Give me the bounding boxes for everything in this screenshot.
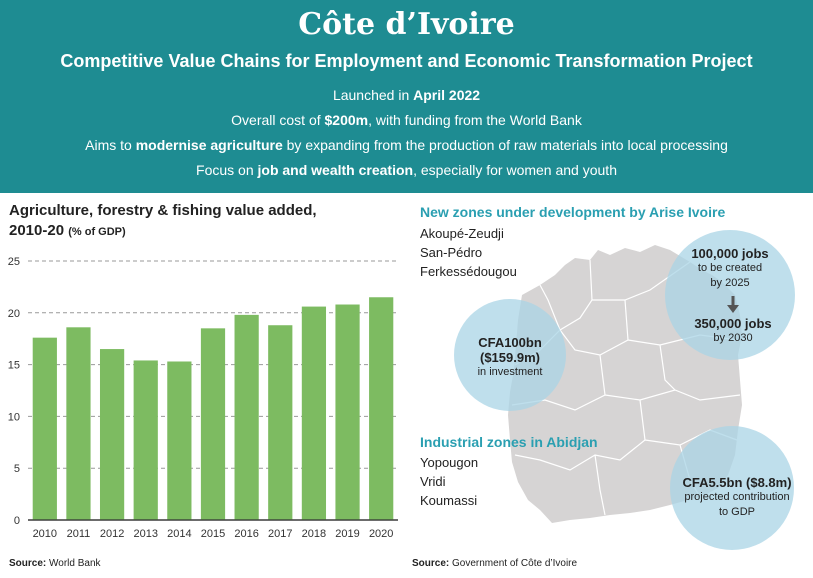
x-tick-label: 2013 bbox=[133, 528, 157, 540]
bars bbox=[28, 297, 398, 521]
bar-2020 bbox=[369, 297, 394, 520]
gdp-bubble bbox=[670, 426, 794, 550]
x-tick-label: 2018 bbox=[302, 528, 326, 540]
x-tick-label: 2016 bbox=[234, 528, 258, 540]
bar-2011 bbox=[66, 327, 91, 520]
jobs-bubble-text: 100,000 jobs to be created by 2025 bbox=[691, 246, 769, 289]
chart-title-line1: Agriculture, forestry & fishing value ad… bbox=[9, 202, 317, 219]
header-banner: Côte d’Ivoire Competitive Value Chains f… bbox=[0, 0, 813, 193]
y-tick-label: 20 bbox=[8, 308, 20, 320]
y-tick-label: 15 bbox=[8, 360, 20, 372]
x-tick-label: 2012 bbox=[100, 528, 124, 540]
header-line-focus: Focus on job and wealth creation, especi… bbox=[196, 162, 617, 178]
header-line-cost: Overall cost of $200m, with funding from… bbox=[231, 112, 582, 128]
bar-2012 bbox=[99, 349, 125, 520]
page-title: Côte d’Ivoire bbox=[298, 7, 515, 42]
jobs-bubble-text-2030: 350,000 jobs by 2030 bbox=[694, 316, 772, 344]
y-tick-label: 5 bbox=[14, 463, 20, 475]
gdp-bubble-text: CFA5.5bn ($8.8m) projected contribution … bbox=[682, 475, 792, 518]
x-tick-label: 2011 bbox=[67, 528, 91, 540]
x-tick-label: 2010 bbox=[33, 528, 57, 540]
bar-2018 bbox=[301, 306, 327, 520]
y-tick-labels: 0 5 10 15 20 25 bbox=[8, 256, 20, 527]
bar-2013 bbox=[133, 360, 158, 520]
bar-2015 bbox=[200, 328, 226, 520]
investment-bubble bbox=[454, 299, 566, 411]
jobs-bubble bbox=[665, 230, 795, 360]
source-right: Source: Government of Côte d’Ivoire bbox=[412, 558, 578, 569]
bar-2017 bbox=[268, 325, 293, 520]
page-subtitle: Competitive Value Chains for Employment … bbox=[60, 51, 753, 71]
header-line-aims: Aims to modernise agriculture by expandi… bbox=[85, 137, 728, 153]
x-tick-label: 2015 bbox=[201, 528, 225, 540]
industrial-item: Yopougon bbox=[420, 455, 479, 470]
down-arrow-icon bbox=[727, 296, 739, 313]
chart-title-line2: 2010-20 (% of GDP) bbox=[9, 222, 126, 239]
x-tick-label: 2020 bbox=[369, 528, 393, 540]
x-tick-label: 2017 bbox=[268, 528, 292, 540]
x-tick-labels: 2010 2011 2012 2013 2014 2015 2016 2017 2018 2019… bbox=[33, 528, 394, 540]
y-tick-label: 0 bbox=[14, 515, 20, 527]
y-tick-label: 10 bbox=[8, 411, 20, 423]
bar-2010 bbox=[32, 337, 57, 520]
zones-title: New zones under development by Arise Ivo… bbox=[420, 204, 726, 220]
bar-2014 bbox=[167, 361, 192, 520]
zone-item: Ferkessédougou bbox=[420, 264, 517, 279]
bar-2019 bbox=[335, 304, 360, 520]
zone-item: Akoupé-Zeudji bbox=[420, 226, 504, 241]
investment-bubble-text: CFA100bn ($159.9m) in investment bbox=[477, 335, 543, 378]
x-tick-label: 2019 bbox=[335, 528, 359, 540]
x-tick-label: 2014 bbox=[167, 528, 191, 540]
zone-item: San-Pédro bbox=[420, 245, 483, 260]
source-left: Source: World Bank bbox=[9, 558, 101, 569]
industrial-item: Vridi bbox=[420, 474, 446, 489]
chart-unit: (% of GDP) bbox=[68, 226, 126, 238]
header-line-launch: Launched in April 2022 bbox=[332, 87, 481, 103]
y-tick-label: 25 bbox=[8, 256, 20, 268]
industrial-title: Industrial zones in Abidjan bbox=[420, 434, 598, 450]
bar-2016 bbox=[234, 314, 259, 520]
industrial-item: Koumassi bbox=[420, 493, 478, 508]
